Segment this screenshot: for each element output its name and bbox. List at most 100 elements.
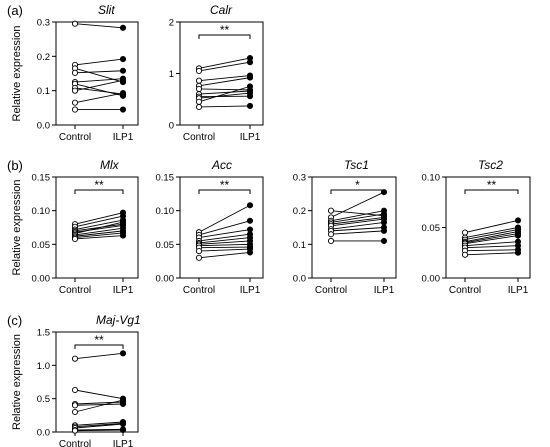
panel-2-control-point <box>195 98 203 105</box>
panel-6-pair-line <box>464 245 519 249</box>
panel-6-sig-label: ** <box>487 178 497 192</box>
panel-4-ytick-label: 0.15 <box>156 173 175 184</box>
panel-6-pair-line <box>464 233 519 244</box>
panel-4-pair-line <box>198 233 251 242</box>
panel-2-xtick-label: ILP1 <box>240 132 261 143</box>
panel-3-sig-label: ** <box>94 178 104 192</box>
panel-2-sig-label: ** <box>220 23 230 37</box>
panel-3-control-point <box>71 235 79 242</box>
panel-3-axes <box>55 176 139 279</box>
panel-2-ytick-label: 1 <box>169 69 174 80</box>
panel-7-pair-line <box>74 401 124 405</box>
panel-2-pair-line <box>198 105 251 108</box>
panel-7-label: (c) <box>7 313 22 328</box>
panel-5-ytick-label: 0.1 <box>293 240 306 251</box>
panel-2-pair-line <box>198 61 251 72</box>
panel-7-pair-line <box>74 399 124 413</box>
panel-2-pair-line <box>198 77 251 87</box>
panel-3-label: (b) <box>7 158 23 173</box>
panel-1-pair-line <box>74 67 124 83</box>
panel-2-control-point <box>195 103 203 111</box>
panel-7-title: Maj-Vg1 <box>96 313 141 327</box>
panel-6-ytick-label: 0.05 <box>422 223 441 234</box>
panel-3-pair-line <box>74 235 124 240</box>
panel-2-control-point <box>195 77 203 84</box>
panel-2-ilp1-point <box>246 90 254 97</box>
panel-1-control-point <box>71 69 79 76</box>
panel-6-pair-line <box>464 235 519 245</box>
panel-3-pair-line <box>74 230 124 237</box>
panel-5-ytick-label: 0.2 <box>293 206 306 217</box>
panel-1-ilp1-point <box>119 77 127 84</box>
panel-5-ytick-label: 0.3 <box>293 173 306 184</box>
panel-6-pair-line <box>464 252 519 256</box>
panel-5-control-point <box>327 237 335 245</box>
panel-1-pair-line <box>74 58 124 66</box>
panel-2-control-point <box>195 67 203 74</box>
panel-6-ilp1-point <box>514 217 522 224</box>
panel-6-control-point <box>461 229 469 236</box>
panel-6-control-point <box>461 251 469 258</box>
panel-7-ytick-label: 1.5 <box>37 328 50 339</box>
panel-2-pair-line <box>198 75 251 82</box>
panel-2-pair-line <box>198 88 251 91</box>
panel-2-pair-line <box>198 92 251 99</box>
panel-1-pair-line <box>74 83 124 97</box>
panel-7-pair-line <box>74 352 124 360</box>
panel-5-ilp1-point <box>380 227 388 234</box>
panel-1-ytick-label: 0.2 <box>37 52 50 63</box>
panel-3-xtick-label: Control <box>59 285 91 296</box>
panel-3-title: Mlx <box>100 158 120 172</box>
panel-3-pair-line <box>74 215 124 228</box>
panel-7-axes <box>55 331 139 433</box>
panel-7-pair-line <box>74 389 124 400</box>
panel-1-axes <box>55 21 139 126</box>
panel-5-control-point <box>327 231 335 238</box>
panel-1-ytick-label: 0.0 <box>37 121 50 132</box>
panel-4-xtick-label: Control <box>183 285 215 296</box>
panel-3-pair-line <box>74 212 124 225</box>
panel-5-ilp1-point <box>380 219 388 226</box>
panel-7-ylabel: Relative expression <box>11 334 23 430</box>
panel-1-pair-line <box>74 92 124 104</box>
panel-3-pair-line <box>74 219 124 230</box>
panel-7-pair-line <box>74 428 124 431</box>
panel-5-xtick-label: ILP1 <box>374 285 395 296</box>
panel-2-pair-line <box>198 95 251 98</box>
panel-6-pair-line <box>464 231 519 243</box>
panel-3-ytick-label: 0.10 <box>32 206 51 217</box>
panel-7-ytick-label: 0.0 <box>37 428 50 439</box>
panel-2-ilp1-point <box>246 74 254 81</box>
panel-4-pair-line <box>198 248 251 252</box>
panel-3-sig-bracket <box>74 189 124 194</box>
panel-7-ytick-label: 1.0 <box>37 361 50 372</box>
panel-4-pair-line <box>198 243 251 247</box>
panel-7-pair-line <box>74 422 124 428</box>
panel-7-ilp1-point <box>119 396 127 404</box>
panel-3-ilp1-point <box>119 219 127 226</box>
panel-1-pair-line <box>74 23 124 29</box>
panel-3-pair-line <box>74 225 124 233</box>
panel-2-ytick-label: 2 <box>169 18 174 29</box>
panel-5-ilp1-point <box>380 237 388 245</box>
panel-5-ilp1-point <box>380 189 388 196</box>
panel-4-ytick-label: 0.00 <box>156 274 175 285</box>
panel-5-axes <box>311 176 397 279</box>
panel-2-title: Calr <box>210 3 233 17</box>
panel-2-pair-line <box>198 85 251 103</box>
panel-7-control-point <box>71 408 79 416</box>
panel-1-pair-line <box>74 78 124 83</box>
panel-4-control-point <box>195 248 203 255</box>
panel-5-pair-line <box>330 218 385 227</box>
panel-2-xtick-label: Control <box>183 132 215 143</box>
panel-7-sig-bracket <box>74 344 124 349</box>
panel-5-pair-line <box>330 210 385 222</box>
panel-7-control-point <box>71 402 79 409</box>
panel-6-pair-line <box>464 229 519 241</box>
panel-7-ilp1-point <box>119 420 127 428</box>
panel-7-control-point <box>71 386 79 394</box>
panel-7-control-point <box>71 427 79 434</box>
panel-1-ylabel: Relative expression <box>11 26 23 122</box>
panel-1-ytick-label: 0.1 <box>37 86 50 97</box>
